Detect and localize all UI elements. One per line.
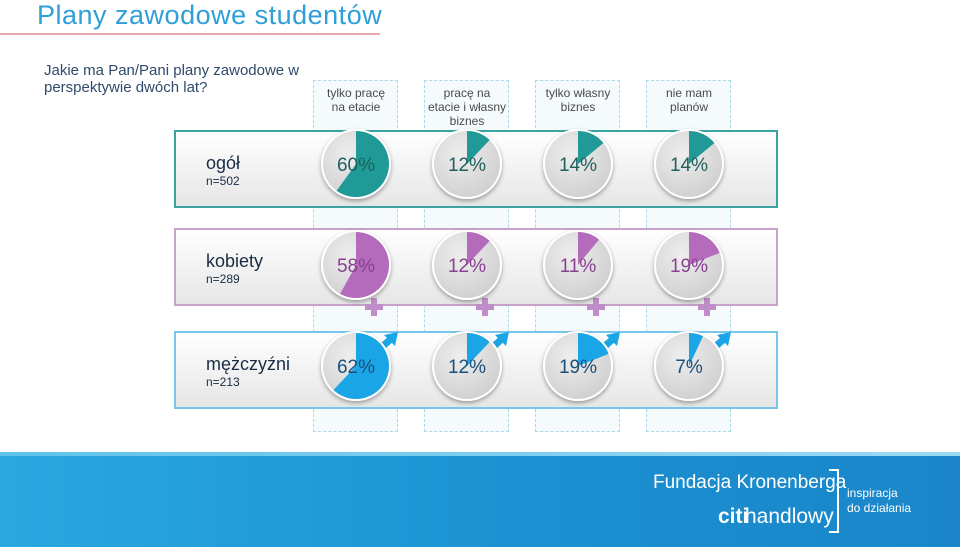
row-label-kobiety: kobiety — [206, 251, 264, 271]
female-symbol-icon — [476, 298, 494, 316]
pie-value-label: 11% — [560, 256, 597, 277]
pie-slice — [340, 232, 390, 299]
pie-slice — [578, 333, 609, 366]
row-n-mezczyzni: n=213 — [206, 375, 240, 389]
pie-slice — [333, 333, 389, 399]
pie-value-label: 62% — [337, 357, 375, 378]
pie-slice — [467, 232, 490, 265]
column-header-1-line-1: tylko pracę — [326, 86, 386, 100]
column-header-3-line-2: biznes — [560, 100, 596, 114]
brand-tagline: inspiracja do działania — [847, 486, 911, 516]
column-header-4: nie mam planów — [642, 86, 736, 114]
page-title: Plany zawodowe studentów — [37, 0, 383, 30]
pie-value-label: 60% — [337, 155, 375, 176]
column-header-4-line-1: nie mam — [665, 86, 712, 100]
brand-handlowy: handlowy — [745, 505, 834, 528]
footer-highlight — [0, 452, 960, 456]
brand-tagline-line-2: do działania — [847, 501, 912, 515]
pie-slice — [578, 232, 600, 265]
brand-fundacja: Fundacja Kronenberga — [653, 472, 847, 493]
column-header-4-line-2: planów — [669, 100, 709, 114]
column-header-3: tylko własny biznes — [531, 86, 625, 114]
column-header-1: tylko pracę na etacie — [310, 86, 402, 114]
column-header-2-line-1: pracę na — [443, 86, 491, 100]
pie-slice — [689, 232, 720, 265]
pie-value-label: 12% — [448, 256, 486, 277]
row-label-mezczyzni: mężczyźni — [206, 354, 291, 374]
survey-question: Jakie ma Pan/Pani plany zawodowe w persp… — [44, 62, 300, 96]
pie-slice — [689, 131, 715, 164]
pie-slice — [689, 333, 704, 366]
title-underline — [0, 33, 380, 35]
brand-tagline-line-1: inspiracja — [847, 486, 898, 500]
column-header-1-line-2: na etacie — [331, 100, 381, 114]
pie-value-label: 19% — [559, 357, 597, 378]
pie-slice — [578, 131, 604, 164]
female-symbol-icon — [698, 298, 716, 316]
pie-value-label: 7% — [675, 357, 703, 378]
pie-value-label: 14% — [559, 155, 597, 176]
pie-slice — [467, 333, 490, 366]
footer-band — [0, 452, 960, 547]
row-n-kobiety: n=289 — [206, 272, 240, 286]
column-header-2: pracę na etacie i własny biznes — [420, 86, 514, 128]
pie-value-label: 12% — [448, 357, 486, 378]
column-header-2-line-3: biznes — [449, 114, 485, 128]
column-header-3-line-1: tylko własny — [545, 86, 611, 100]
brand-bracket — [829, 469, 839, 533]
row-n-ogol: n=502 — [206, 174, 240, 188]
pie-value-label: 58% — [337, 256, 375, 277]
pie-slice — [467, 131, 490, 164]
pie-value-label: 19% — [670, 256, 708, 277]
brand-citi-logo: citi — [718, 505, 749, 528]
pie-slice — [336, 131, 389, 197]
female-symbol-icon — [365, 298, 383, 316]
row-label-ogol: ogół — [206, 153, 241, 173]
female-symbol-icon — [587, 298, 605, 316]
column-header-2-line-2: etacie i własny — [427, 100, 507, 114]
pie-value-label: 12% — [448, 155, 486, 176]
pie-value-label: 14% — [670, 155, 708, 176]
